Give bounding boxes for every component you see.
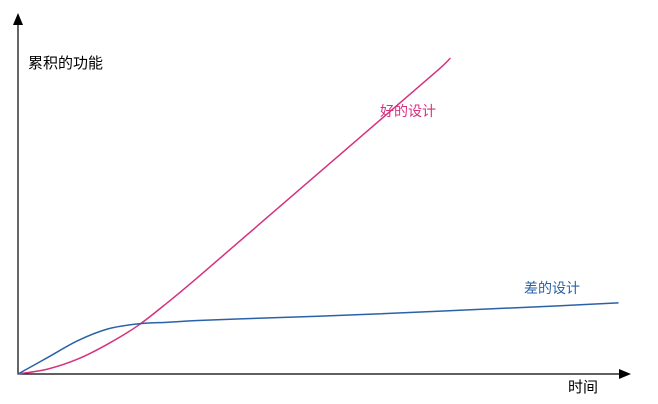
series-line-good-design <box>17 57 451 375</box>
x-axis-arrow-icon <box>619 369 631 379</box>
series-line-bad-design <box>17 302 619 375</box>
y-axis-arrow-icon <box>13 13 23 25</box>
series-label-bad-design: 差的设计 <box>524 281 580 297</box>
y-axis-label: 累积的功能 <box>28 54 103 72</box>
x-axis-label: 时间 <box>568 378 598 396</box>
series-label-good-design: 好的设计 <box>380 104 436 120</box>
